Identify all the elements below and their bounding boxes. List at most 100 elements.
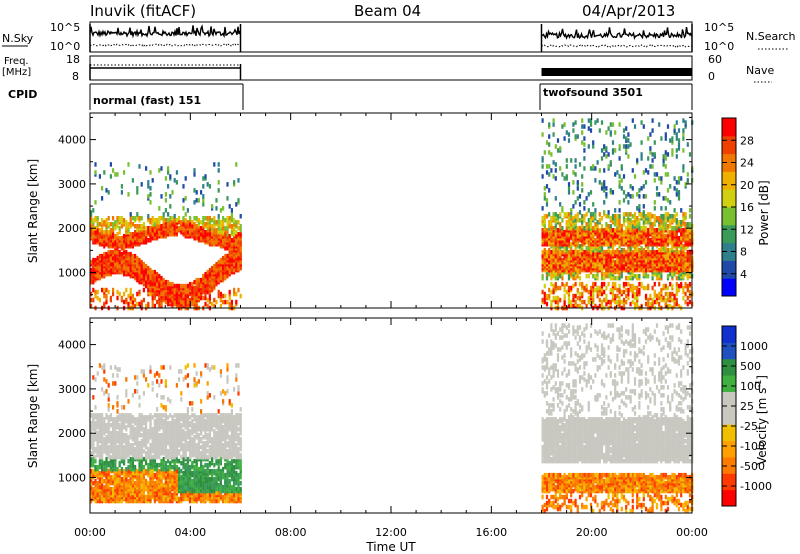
range-cell [600,271,604,277]
range-cell [189,216,192,221]
range-cell [614,275,617,281]
range-cell [235,261,238,267]
range-cell [662,257,665,263]
range-cell [592,232,595,237]
range-cell [116,367,119,372]
range-cell [669,230,672,235]
range-cell [101,458,104,464]
range-cell [594,120,597,125]
range-cell [134,375,137,380]
range-cell [576,186,579,191]
range-cell [125,287,128,293]
range-cell [120,184,123,189]
range-cell [666,172,670,177]
range-cell [682,220,685,225]
range-cell [103,466,106,472]
range-cell [620,228,623,233]
range-cell [642,204,645,209]
range-cell [684,263,687,269]
range-cell [688,228,692,233]
range-cell [204,222,207,227]
range-cell [655,192,659,197]
range-cell [151,222,154,227]
range-cell [134,297,137,303]
range-cell [131,419,134,424]
range-cell [660,214,663,219]
range-cell [217,289,220,295]
range-cell [636,158,639,163]
range-cell [581,130,584,135]
range-cell [620,289,623,295]
range-cell [607,263,610,269]
range-cell [673,301,676,307]
range-cell [123,405,126,410]
range-cell [574,299,577,305]
range-cell [548,287,551,293]
range-cell [594,261,597,267]
range-cell [101,230,104,235]
range-cell [640,212,643,217]
range-cell [660,238,663,243]
range-cell [114,249,117,255]
range-cell [673,128,676,133]
range-cell [598,303,601,309]
range-cell [131,443,134,448]
range-cell [561,281,564,287]
range-cell [596,220,599,225]
range-cell [208,236,211,241]
range-cell [107,451,110,456]
range-cell [92,218,95,223]
range-cell [647,297,650,303]
range-cell [226,230,229,235]
range-cell [614,130,617,135]
range-cell [609,160,612,165]
colorbar-tick-label: 12 [740,223,754,236]
range-cell [677,303,681,309]
range-cell [644,180,648,185]
range-cell [607,164,610,169]
range-cell [642,247,645,253]
range-cell [107,190,110,195]
range-cell [669,138,672,143]
range-cell [123,249,126,255]
colorbar-tick-label: 20 [740,179,754,192]
range-cell [574,134,577,139]
range-cell [673,249,676,255]
range-cell [160,216,163,221]
range-cell [213,283,216,289]
range-cell [548,134,551,139]
range-cell [629,194,632,199]
range-cell [145,494,148,500]
range-cell [620,236,623,241]
range-cell [647,156,650,161]
range-cell [655,172,659,177]
range-cell [638,188,641,193]
y-tick-label: 2000 [58,222,86,235]
range-cell [660,273,663,279]
range-cell [561,218,564,223]
range-cell [138,289,141,295]
range-cell [162,212,165,217]
range-cell [211,265,214,271]
range-cell [611,148,615,153]
range-cell [200,226,203,231]
range-cell [101,365,104,370]
range-cell [554,212,557,217]
range-cell [618,180,621,185]
range-cell [131,222,134,227]
range-cell [684,281,687,287]
range-cell [548,220,551,225]
range-cell [142,287,145,293]
range-cell [625,126,628,131]
range-cell [548,212,551,217]
range-cell [669,271,672,277]
range-cell [627,253,630,259]
colorbar-tick-label: 8 [740,246,747,259]
range-cell [673,214,676,219]
range-cell [596,118,599,123]
range-cell [585,196,588,201]
range-cell [660,247,663,253]
range-cell [660,206,663,211]
range-cell [636,206,639,211]
range-cell [239,224,242,229]
